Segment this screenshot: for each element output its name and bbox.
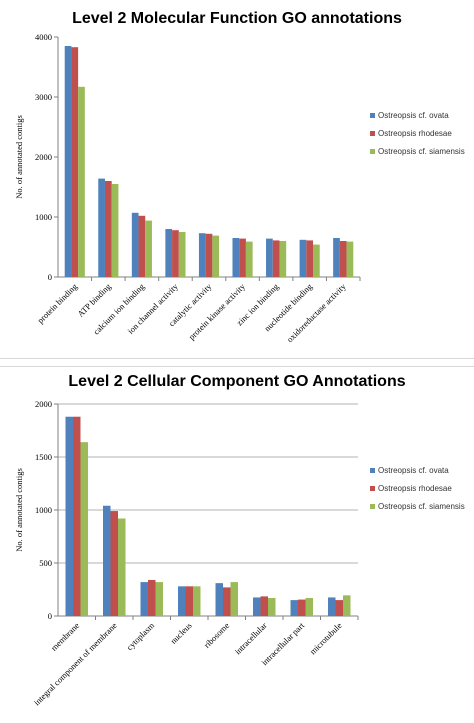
bar (110, 511, 118, 616)
bar (299, 239, 307, 277)
bar (145, 220, 152, 277)
y-tick-label: 2000 (35, 152, 52, 162)
bar (205, 233, 213, 277)
bar (98, 178, 105, 277)
bar (268, 597, 276, 616)
bar (131, 212, 139, 277)
bar (165, 229, 173, 277)
bar (155, 582, 163, 616)
chart-title: Level 2 Cellular Component GO Annotation… (68, 373, 406, 390)
bar (230, 582, 238, 616)
bar (111, 184, 119, 277)
bar (193, 586, 201, 616)
y-axis-label: No. of annotated contigs (14, 468, 24, 552)
bar (279, 241, 287, 277)
bar (305, 597, 313, 616)
category-label: protein binding (35, 281, 79, 325)
legend-swatch (370, 504, 375, 509)
bar (339, 241, 347, 277)
molecular-function-chart: 0 1000 2000 3000 4000 No. of annotated contig… (14, 32, 465, 345)
bar (73, 416, 81, 616)
legend-swatch (370, 113, 375, 118)
y-tick-label: 3000 (35, 92, 52, 102)
y-tick-label: 1500 (35, 452, 52, 462)
bar (212, 235, 220, 277)
bar (103, 505, 111, 616)
bar (239, 238, 246, 277)
bar (78, 86, 85, 277)
bar (253, 597, 261, 616)
bar (185, 586, 193, 616)
bar (148, 579, 156, 616)
y-tick-label: 500 (39, 558, 52, 568)
bar (64, 46, 72, 277)
category-label: ribosome (202, 620, 232, 650)
legend-label: Ostreopsis rhodesae (378, 129, 452, 138)
bar (260, 596, 268, 616)
legend-label: Ostreopsis cf. ovata (378, 466, 449, 475)
category-label: oxidoreductase activity (285, 281, 349, 345)
y-tick-label: 1000 (35, 212, 52, 222)
bar (71, 47, 79, 278)
bar (104, 181, 112, 277)
bar (306, 240, 314, 277)
bar (118, 518, 126, 616)
chart-title: Level 2 Molecular Function GO annotation… (72, 10, 402, 27)
cellular-component-chart: 0 500 1000 1500 2000 No. of annotated contigs… (14, 399, 465, 707)
bar (178, 586, 186, 616)
legend-label: Ostreopsis rhodesae (378, 484, 452, 493)
bar (245, 241, 253, 277)
bar (335, 600, 343, 616)
bar (272, 240, 280, 277)
category-label: cytoplasm (124, 620, 156, 652)
legend-swatch (370, 486, 375, 491)
bar (266, 238, 273, 277)
bar (80, 442, 88, 616)
bar (140, 582, 148, 616)
legend-label: Ostreopsis cf. ovata (378, 111, 449, 120)
y-tick-label: 1000 (35, 505, 52, 515)
category-label: protein kinase activity (186, 281, 247, 342)
y-axis-label: No. of annotated contigs (14, 115, 24, 199)
bar (343, 595, 351, 616)
bar (138, 215, 146, 277)
cellular-component-chart-panel: Level 2 Cellular Component GO Annotation… (0, 366, 474, 723)
legend-label: Ostreopsis cf. siamensis (378, 502, 465, 511)
y-tick-label: 0 (48, 272, 52, 282)
bar (346, 241, 354, 277)
molecular-function-chart-panel: Level 2 Molecular Function GO annotation… (0, 0, 474, 359)
bar (298, 599, 306, 616)
legend-swatch (370, 131, 375, 136)
category-label: intracellular (233, 620, 269, 656)
legend-label: Ostreopsis cf. siamensis (378, 147, 465, 156)
legend-swatch (370, 149, 375, 154)
y-tick-label: 4000 (35, 32, 52, 42)
bar (178, 232, 186, 277)
y-tick-label: 0 (48, 611, 52, 621)
category-label: membrane (49, 620, 82, 653)
bar (223, 587, 231, 616)
category-label: nucleus (168, 620, 193, 645)
y-tick-label: 2000 (35, 399, 52, 409)
bar (232, 238, 240, 277)
bar (313, 244, 320, 277)
bar (172, 230, 179, 277)
bar (333, 238, 340, 277)
category-label: microtubule (308, 620, 344, 656)
bar (290, 600, 298, 616)
bar (215, 583, 223, 616)
legend-swatch (370, 468, 375, 473)
bar (328, 597, 336, 616)
bar (198, 233, 206, 277)
bar (65, 416, 73, 616)
